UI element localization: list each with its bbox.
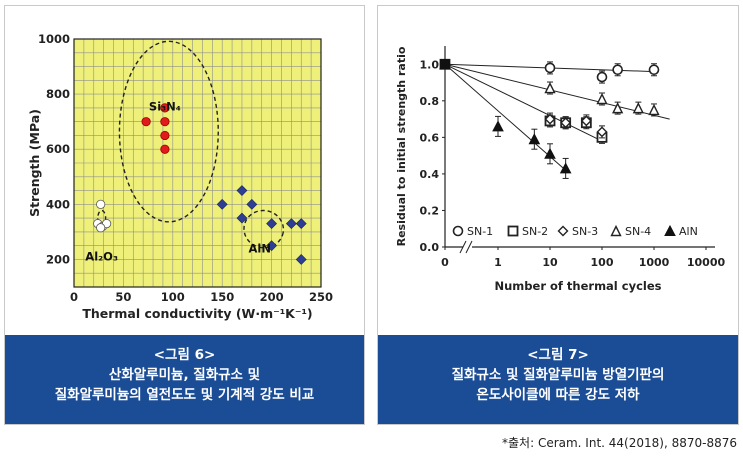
figure-6-caption-line1: 산화알루미늄, 질화규소 및 [108, 367, 261, 383]
legend-label-sn-1: SN-1 [467, 225, 493, 238]
data-point-sn-1 [648, 64, 660, 76]
y-tick-label: 600 [46, 142, 70, 156]
data-point-aln [295, 254, 307, 265]
x-tick-label: 150 [210, 290, 234, 304]
data-point-aln [544, 147, 556, 159]
x-tick-label: 50 [115, 290, 131, 304]
x-tick-label: 100 [161, 290, 185, 304]
y-axis-label: Residual to initial strength ratio [395, 46, 408, 246]
data-point-sn-3 [596, 126, 608, 138]
axis-break-mark [459, 240, 473, 254]
x-axis-label: Thermal conductivity (W·m⁻¹K⁻¹) [82, 306, 312, 321]
y-tick-label: 0.4 [420, 168, 440, 181]
y-tick-label: 0.6 [420, 131, 440, 144]
legend-label-sn-3: SN-3 [572, 225, 598, 238]
x-tick-label: 1 [494, 256, 502, 269]
data-point-sn-4 [632, 102, 644, 114]
data-point-sn-1 [612, 64, 623, 76]
data-point-aln [236, 185, 248, 196]
figure-6-chart: 0 50 100 150 200 250 200 400 600 800 1000 Thermal c… [27, 32, 333, 321]
figure-6-caption: <그림 6> 산화알루미늄, 질화규소 및 질화알루미늄의 열전도도 및 기계적… [5, 335, 364, 424]
data-point-si3n4 [141, 117, 151, 127]
x-tick-label: 1000 [639, 256, 670, 269]
data-point-aln [559, 162, 572, 174]
data-point-aln [295, 218, 307, 230]
legend-marker-sn-3 [557, 225, 569, 237]
source-citation: *출처: Ceram. Int. 44(2018), 8870-8876 [502, 436, 737, 450]
figure-7-panel: 0.0 0.2 0.4 0.6 0.8 1.0 0 1 10 100 1000 10000 Number… [377, 5, 739, 425]
data-point-si3n4 [160, 130, 170, 141]
x-tick-label: 10 [542, 256, 558, 269]
x-tick-label: 10000 [687, 256, 726, 269]
series-label-si3n4: Si₃N₄ [149, 100, 181, 114]
figure-7-chart: 0.0 0.2 0.4 0.6 0.8 1.0 0 1 10 100 1000 10000 Number… [395, 46, 726, 293]
trend-line-sn-4 [444, 63, 670, 120]
figure-7-caption-line1: 질화규소 및 질화알루미늄 방열기판의 [451, 367, 665, 383]
data-point-al2o3 [96, 223, 106, 233]
y-tick-label: 0.8 [420, 95, 440, 108]
data-point-aln [266, 218, 278, 230]
group-ellipse-aln [243, 209, 285, 249]
figure-7-caption: <그림 7> 질화규소 및 질화알루미늄 방열기판의 온도사이클에 따른 강도 … [378, 335, 738, 424]
series-label-aln: AlN [249, 241, 271, 255]
data-point-si3n4 [160, 144, 170, 154]
data-point-aln [246, 198, 258, 210]
origin-marker [440, 59, 450, 70]
data-point-aln [492, 120, 504, 132]
legend-marker-sn-4 [610, 224, 622, 237]
legend-marker-aln [664, 224, 676, 236]
data-point-al2o3 [96, 199, 106, 209]
data-point-sn-3 [560, 117, 572, 129]
data-point-sn-1 [544, 62, 556, 74]
figure-6-caption-line2: 질화알루미늄의 열전도도 및 기계적 강도 비교 [54, 387, 315, 403]
figure-6-caption-title: <그림 6> [153, 347, 216, 363]
x-tick-label: 250 [309, 290, 333, 304]
data-point-sn-1 [596, 71, 608, 83]
group-ellipse-si3n4 [118, 40, 219, 223]
y-tick-label: 0.0 [420, 241, 440, 254]
y-axis-label: Strength (MPa) [27, 109, 42, 217]
series-label-al2o3: Al₂O₃ [85, 250, 118, 264]
trend-line-aln [444, 63, 566, 171]
data-point-aln [236, 212, 248, 224]
x-tick-label: 200 [260, 290, 284, 304]
figure-7-caption-line2: 온도사이클에 따른 강도 저하 [476, 387, 640, 403]
plot-frame [73, 38, 322, 288]
data-point-sn-4 [596, 92, 608, 105]
legend-label-sn-2: SN-2 [522, 225, 548, 238]
figure-7-caption-title: <그림 7> [527, 347, 589, 363]
y-tick-label: 800 [46, 87, 70, 101]
y-tick-label: 1.0 [420, 58, 440, 71]
data-point-si3n4 [160, 103, 170, 113]
data-point-sn-4 [648, 103, 660, 116]
data-point-sn-3 [580, 115, 592, 127]
legend-label-sn-4: SN-4 [625, 225, 651, 238]
data-point-sn-4 [612, 102, 624, 114]
data-point-si3n4 [160, 117, 170, 127]
legend-marker-sn-2 [507, 225, 519, 237]
trend-line-sn-2 [444, 63, 603, 142]
x-tick-label: 100 [591, 256, 614, 269]
y-tick-label: 400 [46, 197, 70, 211]
x-axis-label: Number of thermal cycles [495, 279, 662, 293]
legend-marker-sn-1 [452, 225, 464, 237]
data-point-sn-3 [544, 113, 556, 125]
y-tick-label: 1000 [38, 32, 70, 46]
data-point-sn-4 [544, 81, 556, 94]
data-point-aln [216, 198, 228, 210]
x-tick-label: 0 [70, 290, 78, 304]
legend-label-aln: AlN [679, 225, 698, 238]
y-tick-label: 0.2 [420, 204, 440, 217]
y-tick-label: 200 [46, 252, 70, 266]
figure-6-panel: 0 50 100 150 200 250 200 400 600 800 1000 Thermal c… [4, 5, 365, 425]
data-point-aln [528, 133, 541, 145]
x-tick-label: 0 [441, 256, 449, 269]
data-point-aln [285, 218, 297, 230]
data-point-aln [266, 240, 278, 252]
